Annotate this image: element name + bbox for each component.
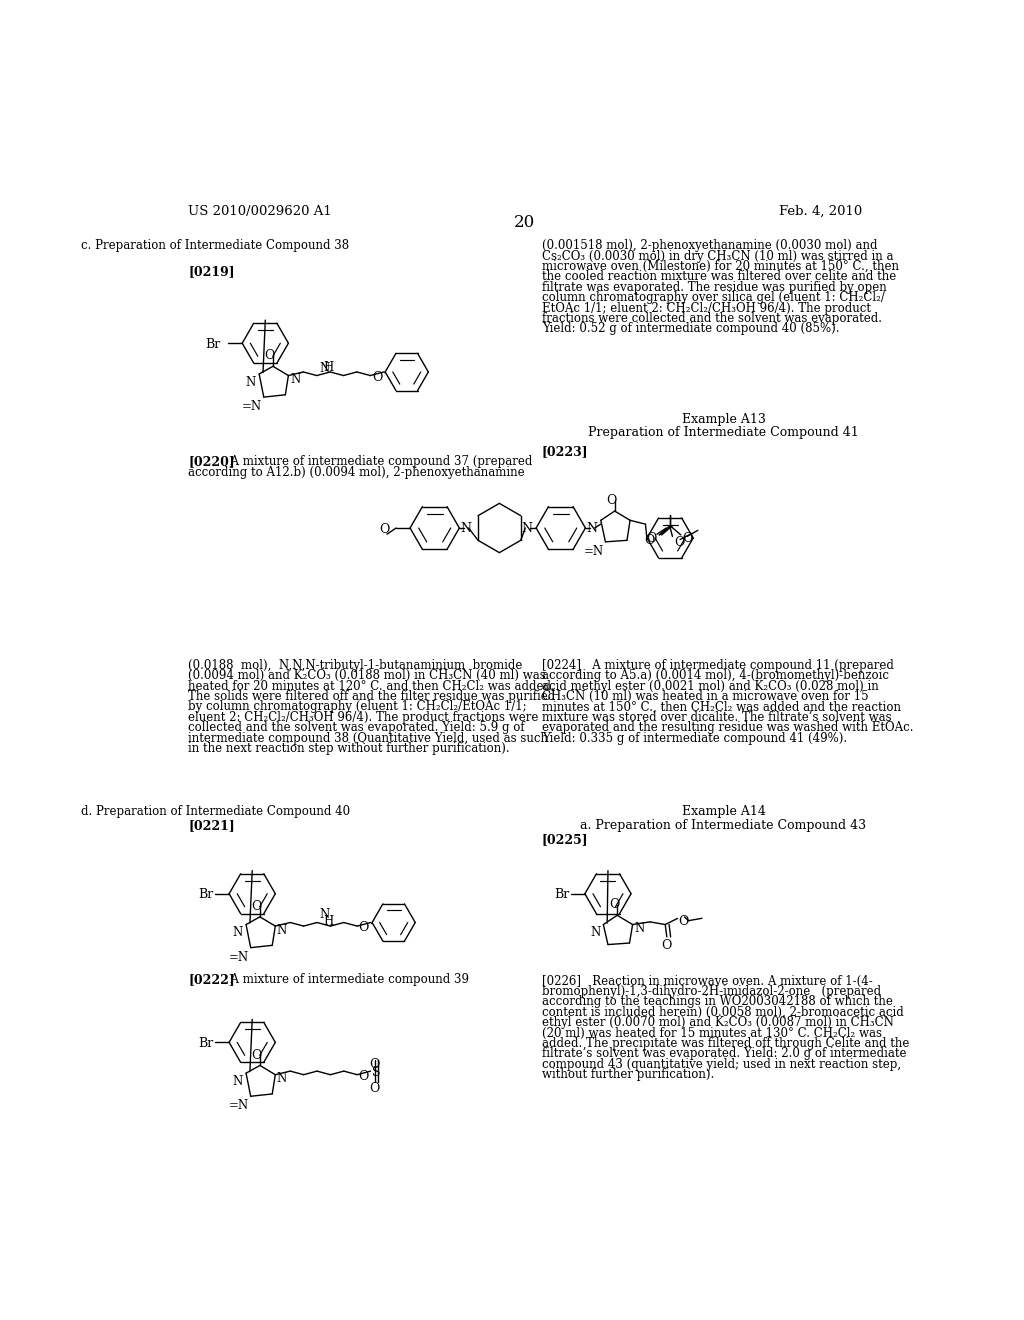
Text: N: N <box>276 924 287 937</box>
Text: [0219]: [0219] <box>188 264 234 277</box>
Text: fractions were collected and the solvent was evaporated.: fractions were collected and the solvent… <box>542 312 882 325</box>
Text: N: N <box>319 908 330 921</box>
Text: N: N <box>460 521 471 535</box>
Text: mixture was stored over dicalite. The filtrate’s solvent was: mixture was stored over dicalite. The fi… <box>542 711 891 723</box>
Text: A mixture of intermediate compound 39: A mixture of intermediate compound 39 <box>223 973 469 986</box>
Text: content is included herein) (0.0058 mol), 2-bromoacetic acid: content is included herein) (0.0058 mol)… <box>542 1006 903 1019</box>
Text: S: S <box>372 1067 381 1080</box>
Text: bromophenyl)-1,3-dihydro-2H-imidazol-2-one   (prepared: bromophenyl)-1,3-dihydro-2H-imidazol-2-o… <box>542 985 881 998</box>
Text: Example A13: Example A13 <box>682 412 765 425</box>
Text: =N: =N <box>229 1100 249 1113</box>
Text: N: N <box>634 923 644 936</box>
Text: the cooled reaction mixture was filtered over celite and the: the cooled reaction mixture was filtered… <box>542 271 896 284</box>
Text: eluent 2: CH₂Cl₂/CH₃OH 96/4). The product fractions were: eluent 2: CH₂Cl₂/CH₃OH 96/4). The produc… <box>188 711 539 723</box>
Text: Yield: 0.335 g of intermediate compound 41 (49%).: Yield: 0.335 g of intermediate compound … <box>542 731 847 744</box>
Text: collected and the solvent was evaporated. Yield: 5.9 g of: collected and the solvent was evaporated… <box>188 721 525 734</box>
Text: Example A14: Example A14 <box>682 805 765 818</box>
Text: added. The precipitate was filtered off through Celite and the: added. The precipitate was filtered off … <box>542 1038 909 1049</box>
Text: 20: 20 <box>514 214 536 231</box>
Text: filtrate’s solvent was evaporated. Yield: 2.0 g of intermediate: filtrate’s solvent was evaporated. Yield… <box>542 1047 906 1060</box>
Text: Br: Br <box>199 888 214 902</box>
Text: H: H <box>324 362 334 374</box>
Text: O: O <box>674 536 684 549</box>
Text: O: O <box>662 940 672 952</box>
Text: O: O <box>252 900 262 913</box>
Text: heated for 20 minutes at 120° C. and then CH₂Cl₂ was added.: heated for 20 minutes at 120° C. and the… <box>188 680 555 693</box>
Text: according to A12.b) (0.0094 mol), 2-phenoxyethanamine: according to A12.b) (0.0094 mol), 2-phen… <box>188 466 525 479</box>
Text: [0222]: [0222] <box>188 973 236 986</box>
Text: N: N <box>276 1072 287 1085</box>
Text: (0.0094 mol) and K₂CO₃ (0.0188 mol) in CH₃CN (40 ml) was: (0.0094 mol) and K₂CO₃ (0.0188 mol) in C… <box>188 669 546 682</box>
Text: c. Preparation of Intermediate Compound 38: c. Preparation of Intermediate Compound … <box>81 239 349 252</box>
Text: N: N <box>290 374 300 387</box>
Text: (20 ml) was heated for 15 minutes at 130° C. CH₂Cl₂ was: (20 ml) was heated for 15 minutes at 130… <box>542 1027 882 1040</box>
Text: a. Preparation of Intermediate Compound 43: a. Preparation of Intermediate Compound … <box>581 818 866 832</box>
Text: N: N <box>586 521 597 535</box>
Text: ethyl ester (0.0070 mol) and K₂CO₃ (0.0087 mol) in CH₃CN: ethyl ester (0.0070 mol) and K₂CO₃ (0.00… <box>542 1016 894 1030</box>
Text: O: O <box>372 371 382 384</box>
Text: (0.001518 mol), 2-phenoxyethanamine (0.0030 mol) and: (0.001518 mol), 2-phenoxyethanamine (0.0… <box>542 239 878 252</box>
Text: O: O <box>370 1082 380 1094</box>
Text: O: O <box>644 535 654 548</box>
Text: N: N <box>590 927 600 939</box>
Text: minutes at 150° C., then CH₂Cl₂ was added and the reaction: minutes at 150° C., then CH₂Cl₂ was adde… <box>542 701 901 714</box>
Text: [0223]: [0223] <box>542 445 589 458</box>
Text: d. Preparation of Intermediate Compound 40: d. Preparation of Intermediate Compound … <box>81 805 350 818</box>
Text: N: N <box>232 927 243 939</box>
Text: compound 43 (quantitative yield; used in next reaction step,: compound 43 (quantitative yield; used in… <box>542 1057 901 1071</box>
Text: N: N <box>319 362 330 375</box>
Text: US 2010/0029620 A1: US 2010/0029620 A1 <box>188 205 332 218</box>
Text: Br: Br <box>206 338 220 351</box>
Text: Preparation of Intermediate Compound 41: Preparation of Intermediate Compound 41 <box>588 425 859 438</box>
Text: The solids were filtered off and the filter residue was purified: The solids were filtered off and the fil… <box>188 690 556 704</box>
Text: A mixture of intermediate compound 37 (prepared: A mixture of intermediate compound 37 (p… <box>223 455 532 467</box>
Text: by column chromatography (eluent 1: CH₂Cl₂/EtOAc 1/1;: by column chromatography (eluent 1: CH₂C… <box>188 701 527 714</box>
Text: N: N <box>246 376 256 388</box>
Text: acid methyl ester (0.0021 mol) and K₂CO₃ (0.028 mol) in: acid methyl ester (0.0021 mol) and K₂CO₃… <box>542 680 879 693</box>
Text: O: O <box>358 1071 369 1084</box>
Text: Yield: 0.52 g of intermediate compound 40 (85%).: Yield: 0.52 g of intermediate compound 4… <box>542 322 840 335</box>
Text: evaporated and the resulting residue was washed with EtOAc.: evaporated and the resulting residue was… <box>542 721 913 734</box>
Text: [0226]   Reaction in microwave oven. A mixture of 1-(4-: [0226] Reaction in microwave oven. A mix… <box>542 974 872 987</box>
Text: CH₃CN (10 ml) was heated in a microwave oven for 15: CH₃CN (10 ml) was heated in a microwave … <box>542 690 868 704</box>
Text: O: O <box>252 1048 262 1061</box>
Text: intermediate compound 38 (Quantitative Yield, used as such: intermediate compound 38 (Quantitative Y… <box>188 731 548 744</box>
Text: =N: =N <box>584 545 604 558</box>
Text: O: O <box>646 532 656 545</box>
Text: [0224]   A mixture of intermediate compound 11 (prepared: [0224] A mixture of intermediate compoun… <box>542 659 894 672</box>
Text: O: O <box>358 921 369 935</box>
Text: O: O <box>370 1059 380 1071</box>
Text: =N: =N <box>242 400 262 413</box>
Text: filtrate was evaporated. The residue was purified by open: filtrate was evaporated. The residue was… <box>542 281 887 294</box>
Text: Br: Br <box>554 888 569 902</box>
Text: according to the teachings in WO2003042188 of which the: according to the teachings in WO20030421… <box>542 995 893 1008</box>
Text: in the next reaction step without further purification).: in the next reaction step without furthe… <box>188 742 510 755</box>
Text: O: O <box>265 350 275 363</box>
Text: [0225]: [0225] <box>542 833 589 846</box>
Text: O: O <box>380 523 390 536</box>
Text: N: N <box>232 1074 243 1088</box>
Text: O: O <box>606 494 616 507</box>
Text: N: N <box>521 521 532 535</box>
Text: O: O <box>678 915 689 928</box>
Text: without further purification).: without further purification). <box>542 1068 714 1081</box>
Text: (0.0188  mol),  N,N,N-tributyl-1-butanaminium  bromide: (0.0188 mol), N,N,N-tributyl-1-butanamin… <box>188 659 522 672</box>
Text: O: O <box>682 532 693 545</box>
Text: according to A5.a) (0.0014 mol), 4-(bromomethyl)-benzoic: according to A5.a) (0.0014 mol), 4-(brom… <box>542 669 889 682</box>
Text: [0221]: [0221] <box>188 818 236 832</box>
Text: Feb. 4, 2010: Feb. 4, 2010 <box>779 205 862 218</box>
Text: [0220]: [0220] <box>188 455 236 467</box>
Text: =N: =N <box>229 950 249 964</box>
Text: column chromatography over silica gel (eluent 1: CH₂Cl₂/: column chromatography over silica gel (e… <box>542 292 885 304</box>
Text: H: H <box>324 915 334 928</box>
Text: EtOAc 1/1; eluent 2: CH₂Cl₂/CH₃OH 96/4). The product: EtOAc 1/1; eluent 2: CH₂Cl₂/CH₃OH 96/4).… <box>542 302 870 314</box>
Text: O: O <box>609 899 620 911</box>
Text: Br: Br <box>199 1038 214 1049</box>
Text: microwave oven (Milestone) for 20 minutes at 150° C., then: microwave oven (Milestone) for 20 minute… <box>542 260 899 273</box>
Text: Cs₂CO₃ (0.0030 mol) in dry CH₃CN (10 ml) was stirred in a: Cs₂CO₃ (0.0030 mol) in dry CH₃CN (10 ml)… <box>542 249 893 263</box>
